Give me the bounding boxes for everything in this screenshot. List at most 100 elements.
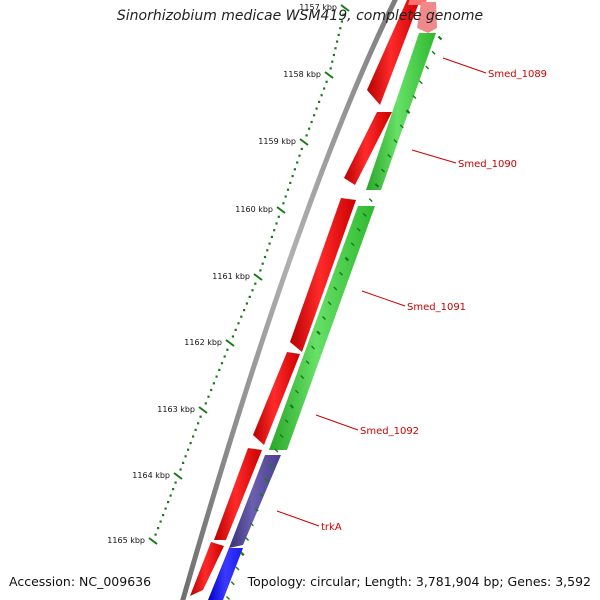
ruler-minor-tick bbox=[154, 533, 157, 536]
ruler-minor-tick bbox=[259, 269, 262, 272]
ruler-minor-tick bbox=[197, 422, 200, 425]
ruler-minor-tick bbox=[172, 488, 175, 491]
inner-ruler-tick bbox=[393, 139, 398, 144]
gene-label[interactable]: Smed_1089 bbox=[488, 69, 547, 80]
ruler-minor-tick bbox=[231, 335, 234, 338]
ruler-major-tick bbox=[276, 206, 286, 214]
ruler-minor-tick bbox=[273, 229, 276, 232]
ruler-tick-label: 1161 kbp bbox=[212, 272, 250, 281]
ruler-minor-tick bbox=[332, 53, 335, 57]
inner-ruler-tick bbox=[362, 212, 367, 217]
ruler-minor-tick bbox=[204, 402, 207, 405]
inner-ruler-tick bbox=[249, 522, 254, 527]
cds-forward-1 bbox=[367, 0, 420, 105]
inner-ruler-tick bbox=[254, 507, 259, 512]
ruler-tick-label: 1164 kbp bbox=[132, 471, 170, 480]
ruler-minor-tick bbox=[184, 455, 187, 458]
ruler-minor-tick bbox=[263, 255, 267, 259]
inner-ruler-tick bbox=[399, 124, 404, 129]
ruler-minor-tick bbox=[308, 127, 311, 130]
ruler-minor-tick bbox=[318, 100, 321, 103]
gene-leader-line bbox=[276, 510, 320, 527]
ruler-minor-tick bbox=[331, 60, 334, 63]
ruler-minor-tick bbox=[164, 507, 167, 510]
inner-ruler-tick bbox=[322, 316, 326, 320]
gene-leader-line bbox=[442, 57, 487, 74]
inner-ruler-tick bbox=[374, 183, 380, 188]
inner-ruler-tick bbox=[333, 286, 338, 291]
ruler-minor-tick bbox=[275, 222, 278, 225]
ruler-minor-tick bbox=[320, 94, 323, 97]
ruler-minor-tick bbox=[159, 520, 162, 523]
ruler-minor-tick bbox=[162, 514, 165, 517]
inner-ruler-tick bbox=[245, 537, 250, 542]
ruler-minor-tick bbox=[212, 382, 215, 385]
inner-ruler-tick bbox=[327, 301, 332, 306]
ruler-minor-tick bbox=[261, 262, 264, 265]
gene-leader-line bbox=[361, 290, 406, 307]
inner-ruler-tick bbox=[431, 50, 436, 55]
inner-ruler-tick bbox=[425, 65, 430, 70]
cds-reverse-smed-1091 bbox=[269, 206, 375, 450]
inner-ruler-tick bbox=[344, 256, 350, 262]
ruler-minor-tick bbox=[305, 134, 308, 137]
ruler-tick-label: 1159 kbp bbox=[258, 137, 296, 146]
ruler-minor-tick bbox=[248, 295, 251, 298]
cds-reverse-smed-1090 bbox=[366, 33, 436, 190]
inner-ruler-tick bbox=[405, 109, 411, 114]
ruler-minor-tick bbox=[277, 215, 280, 218]
ruler-tick-label: 1163 kbp bbox=[157, 405, 195, 414]
ruler-major-tick bbox=[253, 273, 263, 281]
gene-label[interactable]: Smed_1090 bbox=[458, 159, 517, 170]
ruler-tick-label: 1158 kbp bbox=[283, 70, 321, 79]
ruler-minor-tick bbox=[310, 120, 313, 124]
coordinate-ruler: 1157 kbp 1158 kbp 1159 kbp 1160 kbp 1161 kbp… bbox=[107, 3, 443, 600]
ruler-minor-tick bbox=[342, 13, 345, 16]
ruler-minor-tick bbox=[174, 481, 177, 484]
ruler-minor-tick bbox=[300, 147, 303, 150]
inner-ruler-tick bbox=[418, 80, 423, 85]
ruler-tick-label: 1160 kbp bbox=[235, 205, 273, 214]
inner-ruler-tick bbox=[240, 551, 245, 557]
inner-ruler-tick bbox=[368, 198, 373, 203]
inner-ruler-tick bbox=[387, 153, 392, 158]
ruler-minor-tick bbox=[268, 242, 271, 245]
ruler-minor-tick bbox=[218, 368, 221, 371]
ruler-minor-tick bbox=[167, 501, 170, 504]
gene-leader-line bbox=[411, 149, 457, 164]
inner-ruler-tick bbox=[264, 477, 269, 483]
ruler-minor-tick bbox=[223, 355, 226, 358]
ruler-minor-tick bbox=[336, 40, 339, 43]
ruler-minor-tick bbox=[337, 33, 340, 36]
inner-ruler-tick bbox=[230, 581, 235, 586]
ruler-minor-tick bbox=[315, 107, 318, 110]
cds-forward-6 bbox=[190, 542, 224, 596]
inner-ruler-tick bbox=[235, 566, 240, 571]
ruler-minor-tick bbox=[334, 47, 337, 50]
ruler-minor-tick bbox=[237, 322, 240, 325]
ruler-minor-tick bbox=[187, 448, 190, 451]
ruler-major-tick bbox=[148, 537, 158, 545]
ruler-tick-label: 1157 kbp bbox=[299, 3, 337, 12]
cds-reverse-smed-1092 bbox=[229, 455, 281, 548]
ruler-minor-tick bbox=[169, 494, 172, 497]
ruler-minor-tick bbox=[192, 435, 195, 438]
ruler-minor-tick bbox=[207, 395, 210, 398]
gene-label[interactable]: Smed_1091 bbox=[407, 302, 466, 313]
ruler-minor-tick bbox=[291, 175, 294, 178]
inner-ruler-tick bbox=[269, 463, 274, 468]
ruler-minor-tick bbox=[240, 315, 243, 318]
gene-label[interactable]: trkA bbox=[321, 522, 342, 533]
topology-text: Topology: circular; Length: 3,781,904 bp… bbox=[247, 574, 591, 589]
cds-reverse-smed-1089 bbox=[417, 2, 437, 33]
ruler-minor-tick bbox=[313, 114, 316, 117]
ruler-minor-tick bbox=[194, 428, 197, 431]
ruler-minor-tick bbox=[157, 527, 160, 530]
gene-label[interactable]: Smed_1092 bbox=[360, 426, 419, 437]
inner-ruler-tick bbox=[226, 596, 230, 600]
ruler-tick-label: 1165 kbp bbox=[107, 536, 145, 545]
ruler-major-tick bbox=[324, 71, 334, 79]
ruler-minor-tick bbox=[293, 168, 296, 171]
ruler-minor-tick bbox=[226, 348, 229, 351]
